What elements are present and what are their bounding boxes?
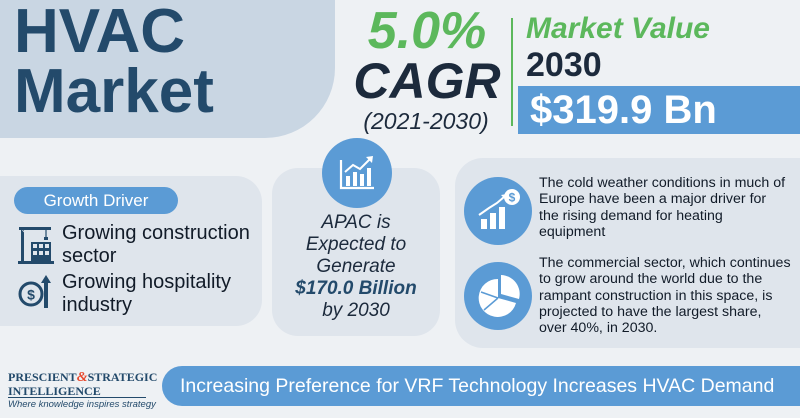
title-line-2: Market [14, 57, 214, 126]
apac-amount: $170.0 Billion [295, 278, 417, 299]
construction-crane-icon [18, 224, 54, 264]
headline-banner [162, 366, 800, 406]
market-value-bar [518, 86, 800, 134]
growth-driver-item-line: industry [62, 294, 133, 316]
apac-statement: APAC is Expected to Generate $170.0 Bill… [276, 212, 436, 322]
insight-text: The commercial sector, which continues t… [539, 255, 795, 336]
headline-banner-text: Increasing Preference for VRF Technology… [180, 375, 775, 397]
growth-driver-item: Growing hospitality industry [62, 271, 231, 317]
brand-name-part: STRATEGIC [87, 370, 158, 384]
insight-text: The cold weather conditions in much of E… [539, 175, 795, 240]
divider [511, 18, 513, 126]
page-title: HVAC Market [14, 0, 214, 126]
market-value-amount: $319.9 Bn [530, 88, 717, 132]
insight-icon-circle: $ [464, 177, 532, 245]
growth-driver-item: Growing construction sector [62, 222, 250, 268]
market-value-title: Market Value [526, 12, 710, 45]
insight-line: Europe have been a major driver for [539, 191, 767, 208]
growth-driver-item-line: Growing hospitality [62, 271, 231, 293]
brand-logo: PRESCIENT&STRATEGIC [8, 370, 158, 385]
pie-chart-icon [478, 275, 520, 317]
bar-chart-growth-icon [339, 156, 374, 190]
insight-line: over 40%, in 2030. [539, 320, 658, 337]
brand-name-part: PRESCIENT [8, 370, 77, 384]
growth-driver-item-line: Growing construction [62, 222, 250, 244]
cagr-period: (2021-2030) [363, 108, 489, 134]
title-panel [0, 0, 335, 138]
apac-line: by 2030 [322, 300, 390, 321]
cagr-percent: 5.0% [367, 2, 487, 60]
market-value-year: 2030 [526, 46, 602, 84]
apac-line: Generate [316, 256, 396, 277]
insight-line: rampant construction in this space, is [539, 287, 773, 304]
cagr-label: CAGR [353, 53, 501, 109]
svg-text:$: $ [27, 287, 35, 303]
brand-rule [8, 397, 146, 398]
insight-line: equipment [539, 223, 606, 240]
insight-line: the rising demand for heating [539, 207, 723, 224]
apac-line: APAC is [321, 212, 391, 233]
brand-name-line-2: INTELLIGENCE [8, 384, 101, 398]
growth-driver-item-line: sector [62, 245, 117, 267]
apac-line: Expected to [305, 234, 407, 255]
brand-tagline: Where knowledge inspires strategy [8, 399, 156, 410]
insight-line: The commercial sector, which continues [539, 255, 791, 271]
dollar-growth-icon: $ [18, 272, 54, 310]
apac-icon-circle [322, 138, 392, 208]
brand-ampersand: & [76, 370, 88, 385]
insight-line: projected to have the largest share, [539, 303, 762, 320]
insight-icon-circle [464, 262, 532, 330]
dollar-bar-chart-icon: $ [478, 189, 520, 229]
insight-line: The cold weather conditions in much of [539, 175, 786, 191]
svg-text:$: $ [509, 191, 516, 205]
growth-driver-badge: Growth Driver [14, 187, 178, 214]
title-line-1: HVAC [14, 0, 186, 66]
insight-line: to grow around the world due to the [539, 271, 763, 288]
